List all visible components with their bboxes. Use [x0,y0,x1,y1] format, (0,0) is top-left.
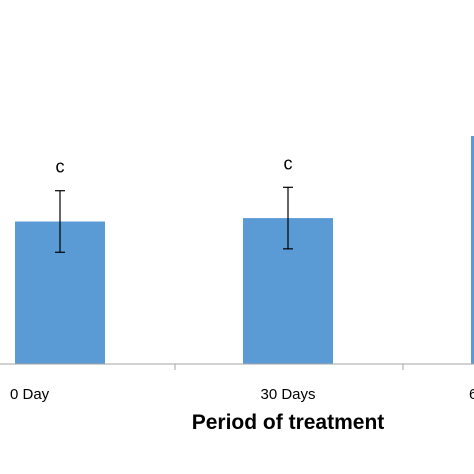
category-label-1: 30 Days [260,386,315,403]
bar-2 [471,136,474,364]
x-axis-ticks [174,364,404,370]
category-label-0: 0 Day [10,386,50,403]
bars-layer [15,136,474,364]
significance-label-1: c [284,153,293,173]
error-bar-1 [283,186,293,250]
x-axis-title: Period of treatment [192,411,385,434]
error-bar-0 [55,190,65,253]
category-label-2: 6 [469,386,474,403]
error-bars-layer [55,186,293,253]
category-labels-layer: 0 Day 30 Days 6 [10,386,474,403]
significance-label-0: c [56,157,65,177]
